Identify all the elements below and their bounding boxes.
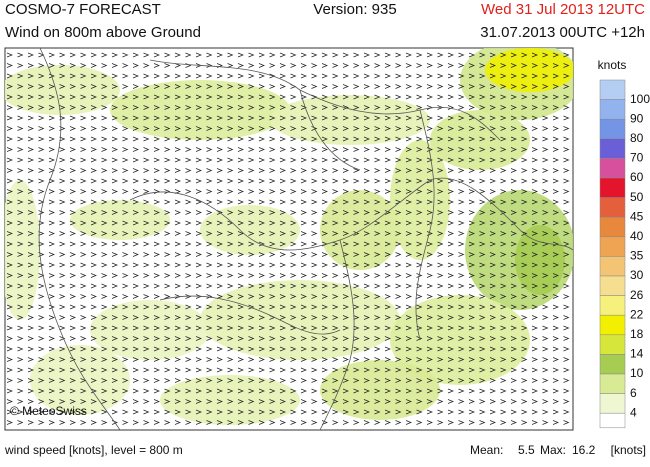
legend-label: 45 bbox=[630, 209, 644, 223]
legend-swatch bbox=[599, 256, 626, 277]
legend-label: 22 bbox=[630, 307, 644, 321]
legend: 100 90 80 70 60 50 45 40 35 30 26 22 18 14 10 6 4 bbox=[599, 79, 650, 429]
valid-time: Wed 31 Jul 2013 12UTC bbox=[481, 1, 645, 18]
legend-swatch bbox=[599, 236, 626, 257]
wind-field bbox=[5, 48, 573, 425]
legend-swatch bbox=[599, 393, 626, 414]
footer-description: wind speed [knots], level = 800 m bbox=[4, 443, 183, 457]
max-value: 16.2 bbox=[572, 443, 596, 457]
legend-label: 14 bbox=[630, 347, 644, 361]
wind-patch bbox=[5, 65, 120, 115]
max-label: Max: bbox=[540, 443, 566, 457]
run-time: 31.07.2013 00UTC +12h bbox=[480, 24, 645, 41]
wind-patch bbox=[200, 205, 300, 255]
legend-swatch bbox=[599, 138, 626, 159]
wind-patch bbox=[30, 345, 130, 415]
legend-label: 26 bbox=[630, 288, 644, 302]
legend-swatch bbox=[599, 275, 626, 296]
wind-patch bbox=[110, 80, 290, 140]
wind-patch bbox=[320, 360, 440, 420]
legend-label: 70 bbox=[630, 151, 644, 165]
wind-patch bbox=[485, 48, 573, 92]
credit: © MeteoSwiss bbox=[10, 404, 87, 418]
legend-label: 90 bbox=[630, 111, 644, 125]
legend-swatch bbox=[599, 99, 626, 120]
legend-label: 60 bbox=[630, 170, 644, 184]
legend-swatch bbox=[599, 79, 626, 100]
wind-patch bbox=[430, 110, 530, 170]
legend-swatch bbox=[599, 354, 626, 375]
borders bbox=[38, 48, 573, 430]
wind-patch bbox=[90, 300, 210, 360]
unit: [knots] bbox=[611, 443, 646, 457]
legend-swatch bbox=[599, 197, 626, 218]
legend-label: 10 bbox=[630, 366, 644, 380]
legend-swatch bbox=[599, 334, 626, 355]
legend-swatch bbox=[599, 295, 626, 316]
legend-label: 35 bbox=[630, 249, 644, 263]
legend-label: 4 bbox=[630, 405, 637, 419]
wind-patch bbox=[160, 375, 300, 425]
legend-label: 40 bbox=[630, 229, 644, 243]
wind-patch bbox=[515, 225, 565, 295]
legend-swatch bbox=[599, 177, 626, 198]
legend-swatch bbox=[599, 314, 626, 336]
mean-value: 5.5 bbox=[518, 443, 535, 457]
legend-swatch bbox=[599, 118, 626, 140]
legend-label: 50 bbox=[630, 190, 644, 204]
legend-swatch bbox=[599, 216, 626, 238]
legend-swatch bbox=[599, 158, 626, 179]
legend-label: 18 bbox=[630, 327, 644, 341]
legend-swatch bbox=[599, 412, 626, 429]
wind-patch bbox=[320, 190, 400, 270]
mean-label: Mean: bbox=[470, 443, 503, 457]
map: © MeteoSwiss bbox=[4, 47, 574, 431]
legend-swatch bbox=[599, 373, 626, 394]
legend-label: 30 bbox=[630, 268, 644, 282]
legend-title: knots bbox=[598, 58, 627, 72]
legend-label: 100 bbox=[630, 92, 650, 106]
version: Version: 935 bbox=[313, 1, 396, 18]
legend-label: 80 bbox=[630, 131, 644, 145]
title: COSMO-7 FORECAST bbox=[5, 1, 161, 18]
wind-arrows bbox=[6, 52, 570, 425]
legend-label: 6 bbox=[630, 386, 637, 400]
wind-patch bbox=[390, 140, 450, 260]
wind-patch bbox=[70, 200, 170, 240]
subtitle: Wind on 800m above Ground bbox=[5, 24, 201, 41]
